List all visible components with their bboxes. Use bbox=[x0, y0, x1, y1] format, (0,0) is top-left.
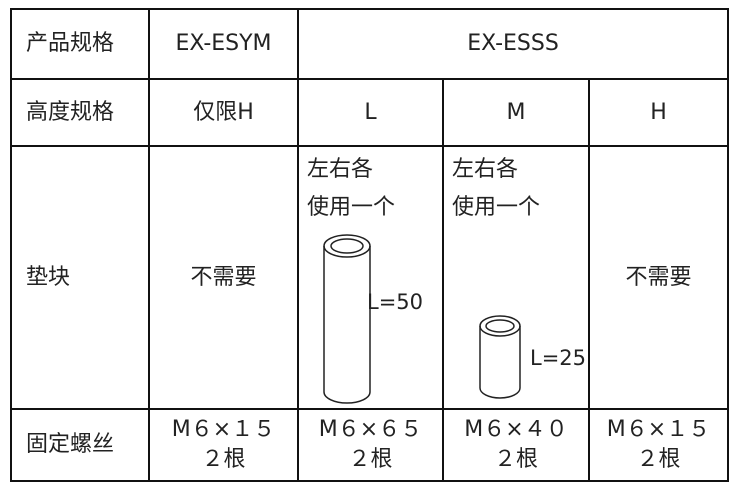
cell-text: 左右各 使用一个 bbox=[452, 151, 540, 227]
cell: 左右各 使用一个 L=25 bbox=[442, 145, 590, 410]
text-line: ２根 bbox=[493, 447, 538, 472]
text-line: M６×６５ bbox=[318, 417, 423, 442]
cell: M６×１５ ２根 bbox=[148, 408, 299, 482]
cell: 固定螺丝 bbox=[10, 408, 150, 482]
cell: EX-ESYM bbox=[148, 8, 299, 80]
cell: 高度规格 bbox=[10, 78, 150, 147]
length-label: L=50 bbox=[367, 290, 424, 314]
spacer-icon bbox=[323, 234, 371, 404]
spec-table: 产品规格 EX-ESYM EX-ESSS 高度规格 仅限H L M H 垫块 不… bbox=[10, 8, 729, 482]
cell: EX-ESSS bbox=[297, 8, 729, 80]
text-line: M６×１５ bbox=[606, 417, 711, 442]
cell: L bbox=[297, 78, 444, 147]
cell: M６×６５ ２根 bbox=[297, 408, 444, 482]
cell: H bbox=[588, 78, 729, 147]
text-line: 使用一个 bbox=[307, 195, 396, 220]
cell: 垫块 bbox=[10, 145, 150, 410]
spacer-icon bbox=[479, 315, 521, 399]
cell: 产品规格 bbox=[10, 8, 150, 80]
text-line: ２根 bbox=[201, 447, 246, 472]
cell: 不需要 bbox=[588, 145, 729, 410]
text-line: 使用一个 bbox=[452, 195, 541, 220]
text-line: 左右各 bbox=[452, 157, 519, 182]
cell: M bbox=[442, 78, 590, 147]
length-label: L=25 bbox=[530, 346, 587, 370]
text-line: M６×４０ bbox=[464, 417, 568, 442]
cell: M６×４０ ２根 bbox=[442, 408, 590, 482]
row: 高度规格 仅限H L M H bbox=[10, 78, 729, 147]
text-line: ２根 bbox=[636, 447, 681, 472]
cell: M６×１５ ２根 bbox=[588, 408, 729, 482]
cell: 不需要 bbox=[148, 145, 299, 410]
text-line: ２根 bbox=[348, 447, 393, 472]
row: 垫块 不需要 左右各 使用一个 L=50 bbox=[10, 145, 729, 410]
cell: 左右各 使用一个 L=50 bbox=[297, 145, 444, 410]
row: 固定螺丝 M６×１５ ２根 M６×６５ ２根 M６×４０ ２根 M６×１５ ２根 bbox=[10, 408, 729, 482]
text-line: 左右各 bbox=[307, 157, 374, 182]
cell-text: 左右各 使用一个 bbox=[307, 151, 395, 227]
text-line: M６×１５ bbox=[171, 417, 276, 442]
cell: 仅限H bbox=[148, 78, 299, 147]
row: 产品规格 EX-ESYM EX-ESSS bbox=[10, 8, 729, 80]
